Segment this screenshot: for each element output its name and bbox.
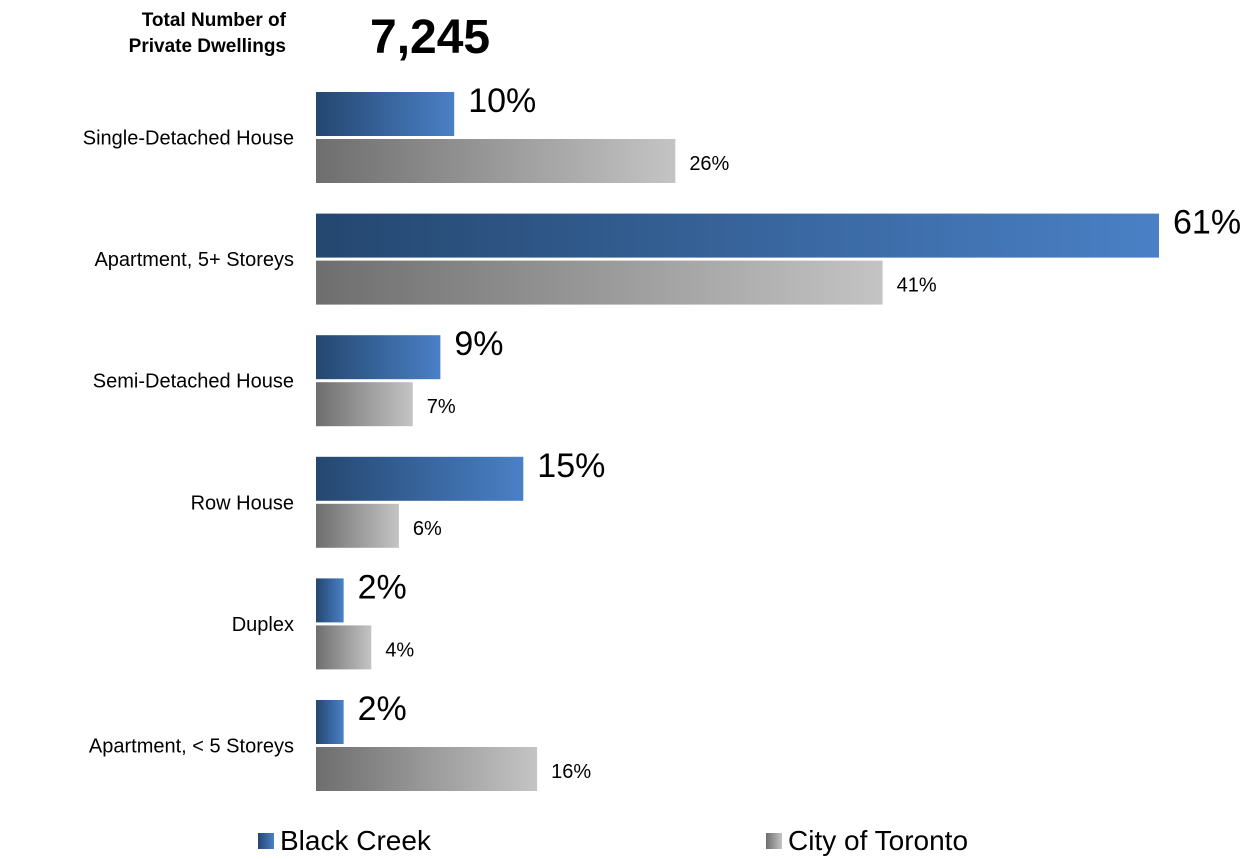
bar-city-of-toronto-row-house <box>316 503 399 548</box>
bar-black-creek-single-detached-house <box>316 92 455 136</box>
bar-black-creek-duplex <box>316 578 344 623</box>
value-label-city-of-toronto-apartment-5-storeys: 16% <box>551 761 591 783</box>
category-label-duplex: Duplex <box>232 614 294 636</box>
legend-label-black-creek: Black Creek <box>280 825 431 856</box>
bar-black-creek-semi-detached-house <box>316 335 441 380</box>
bar-city-of-toronto-duplex <box>316 625 372 670</box>
category-label-semi-detached-house: Semi-Detached House <box>93 371 294 393</box>
legend-swatch-city-of-toronto <box>766 833 782 849</box>
bar-city-of-toronto-single-detached-house <box>316 139 676 183</box>
total-dwellings-label-line2: Private Dwellings <box>128 36 286 57</box>
bar-black-creek-apartment-5-storeys <box>316 700 344 744</box>
category-label-row-house: Row House <box>191 492 294 514</box>
total-dwellings-value: 7,245 <box>370 11 491 64</box>
legend-item-city-of-toronto: City of Toronto <box>766 826 968 856</box>
value-label-black-creek-semi-detached-house: 9% <box>454 325 503 363</box>
value-label-city-of-toronto-semi-detached-house: 7% <box>427 396 456 418</box>
value-label-black-creek-row-house: 15% <box>537 447 605 485</box>
value-label-city-of-toronto-apartment-5-storeys: 41% <box>897 275 937 297</box>
legend-item-black-creek: Black Creek <box>258 826 431 856</box>
value-label-black-creek-single-detached-house: 10% <box>468 82 536 120</box>
bar-city-of-toronto-apartment-5-storeys <box>316 260 883 305</box>
category-label-apartment-5-storeys: Apartment, < 5 Storeys <box>89 736 294 758</box>
value-label-city-of-toronto-row-house: 6% <box>413 518 442 540</box>
category-label-apartment-5-storeys: Apartment, 5+ Storeys <box>94 249 294 271</box>
value-label-black-creek-apartment-5-storeys: 2% <box>358 690 407 728</box>
value-label-black-creek-apartment-5-storeys: 61% <box>1173 204 1241 242</box>
value-label-black-creek-duplex: 2% <box>358 568 407 606</box>
legend-label-city-of-toronto: City of Toronto <box>788 825 969 856</box>
total-dwellings-label: Total Number of Private Dwellings <box>20 8 286 60</box>
bar-black-creek-apartment-5-storeys <box>316 213 1160 258</box>
legend-swatch-black-creek <box>258 833 274 849</box>
category-label-single-detached-house: Single-Detached House <box>83 128 294 150</box>
bar-city-of-toronto-apartment-5-storeys <box>316 747 538 791</box>
value-label-city-of-toronto-duplex: 4% <box>385 639 414 661</box>
bar-black-creek-row-house <box>316 456 524 501</box>
bar-city-of-toronto-semi-detached-house <box>316 382 413 427</box>
value-label-city-of-toronto-single-detached-house: 26% <box>689 153 729 175</box>
total-dwellings-label-line1: Total Number of <box>141 10 286 31</box>
